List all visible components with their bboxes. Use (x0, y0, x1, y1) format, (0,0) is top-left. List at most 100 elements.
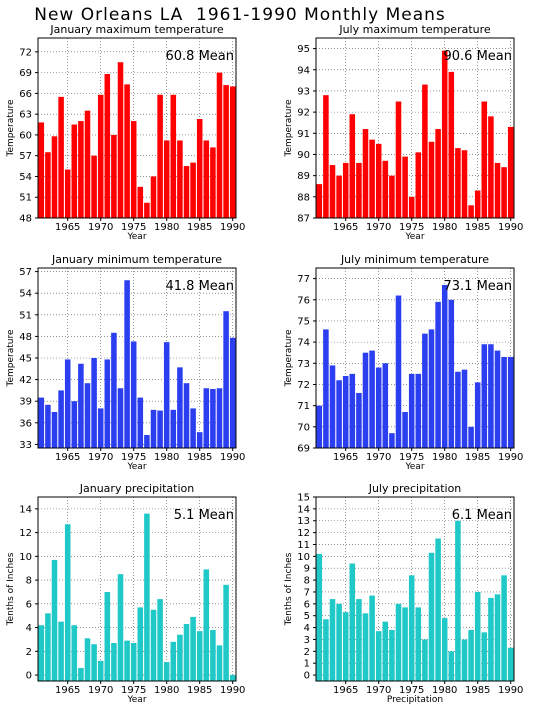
y-tick-label: 90 (297, 150, 310, 161)
bar-1988 (216, 645, 223, 681)
bar-1990 (507, 356, 514, 448)
bar-1986 (203, 388, 210, 448)
y-tick-label: 2 (26, 647, 32, 658)
bar-1983 (183, 166, 190, 218)
bar-1980 (163, 140, 170, 218)
bar-1984 (190, 162, 196, 218)
x-tick-label: 1985 (465, 222, 490, 233)
bar-1964 (336, 380, 342, 448)
y-tick-label: 48 (19, 214, 32, 225)
y-tick-label: 48 (19, 332, 32, 343)
bar-1974 (124, 640, 130, 681)
y-axis-label: Tenths of Inches (6, 552, 16, 626)
bar-1963 (51, 412, 58, 448)
bar-1973 (395, 603, 402, 681)
y-tick-label: 63 (19, 110, 32, 121)
bar-1974 (124, 84, 130, 218)
bar-1979 (435, 538, 441, 681)
y-tick-label: 54 (19, 289, 32, 300)
bar-1980 (441, 284, 448, 448)
bar-1977 (422, 84, 428, 219)
bar-1970 (97, 408, 104, 448)
y-tick-label: 72 (297, 380, 310, 391)
bar-1974 (124, 280, 130, 448)
y-tick-label: 10 (19, 552, 32, 563)
bar-1971 (104, 74, 111, 218)
bar-1961 (316, 553, 323, 681)
x-tick-label: 1965 (55, 452, 80, 463)
bar-1976 (137, 186, 144, 218)
bar-1964 (58, 390, 64, 448)
x-tick-label: 1990 (220, 452, 245, 463)
y-tick-label: 74 (297, 338, 310, 349)
bar-1979 (157, 94, 163, 218)
bar-1987 (210, 629, 216, 681)
x-tick-label: 1965 (55, 222, 80, 233)
y-tick-label: 42 (19, 375, 32, 386)
bar-1977 (422, 333, 428, 448)
bar-1968 (362, 352, 369, 448)
bar-1981 (448, 299, 455, 448)
plot-frame (315, 37, 515, 219)
x-tick-label: 1985 (187, 222, 212, 233)
bar-1964 (336, 603, 342, 681)
y-tick-label: 0 (304, 671, 310, 682)
y-tick-label: 2 (304, 647, 310, 658)
bar-1990 (507, 126, 514, 218)
bar-1989 (501, 575, 507, 681)
bar-1981 (170, 409, 177, 448)
bar-1962 (45, 152, 51, 218)
y-tick-label: 73 (297, 359, 310, 370)
bar-1977 (144, 435, 150, 448)
bar-1968 (84, 638, 91, 681)
bar-1965 (64, 169, 71, 218)
bar-1976 (415, 152, 422, 218)
bar-1963 (51, 559, 58, 681)
bar-1984 (468, 629, 474, 681)
bar-1972 (111, 332, 117, 448)
y-tick-label: 12 (19, 528, 32, 539)
bar-1965 (342, 612, 349, 681)
bar-1985 (196, 119, 203, 218)
bar-1989 (501, 356, 507, 448)
chart-title: January precipitation (79, 482, 195, 495)
bar-1987 (488, 597, 494, 681)
bar-1962 (323, 329, 329, 448)
bar-1973 (395, 295, 402, 448)
y-tick-label: 6 (304, 599, 310, 610)
x-tick-label: 1970 (366, 222, 391, 233)
bar-1975 (408, 575, 415, 681)
bar-1986 (203, 569, 210, 681)
x-tick-label: 1970 (88, 452, 113, 463)
bar-1977 (144, 513, 150, 681)
bar-1971 (104, 591, 111, 681)
y-tick-label: 33 (19, 440, 32, 451)
bar-1966 (349, 114, 356, 218)
bar-1970 (375, 143, 382, 218)
x-axis-label: Year (126, 232, 146, 242)
bar-1967 (356, 392, 362, 448)
bar-1983 (183, 383, 190, 448)
y-tick-label: 70 (297, 422, 310, 433)
x-tick-label: 1980 (154, 452, 179, 463)
y-tick-label: 4 (304, 623, 310, 634)
bar-1972 (389, 433, 395, 448)
x-tick-label: 1985 (465, 452, 490, 463)
bar-1970 (375, 367, 382, 448)
bar-1961 (38, 122, 45, 218)
bar-1973 (117, 574, 124, 681)
bar-1979 (157, 599, 163, 681)
y-tick-label: 51 (19, 193, 32, 204)
x-tick-label: 1990 (498, 452, 523, 463)
bar-1966 (349, 563, 356, 681)
bar-1988 (494, 350, 501, 448)
x-tick-label: 1985 (465, 685, 490, 696)
y-tick-label: 3 (304, 635, 310, 646)
bar-1966 (349, 373, 356, 448)
bar-1968 (362, 129, 369, 218)
bar-1969 (369, 595, 375, 681)
mean-label: 73.1 Mean (444, 279, 513, 294)
bar-1963 (329, 599, 336, 681)
y-tick-label: 72 (19, 47, 32, 58)
